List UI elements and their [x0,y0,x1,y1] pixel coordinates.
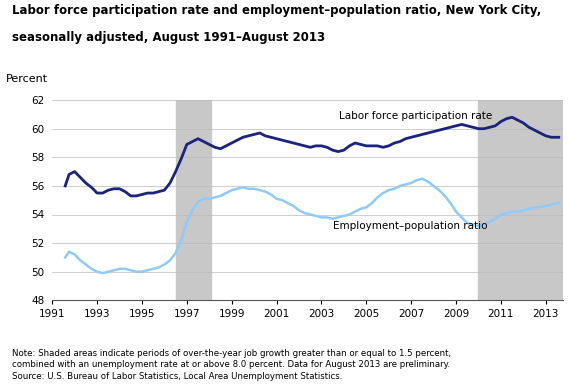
Text: Labor force participation rate and employment–population ratio, New York City,: Labor force participation rate and emplo… [12,4,541,17]
Text: Percent: Percent [6,74,48,84]
Text: seasonally adjusted, August 1991–August 2013: seasonally adjusted, August 1991–August … [12,31,325,44]
Text: Employment–population ratio: Employment–population ratio [333,221,487,231]
Bar [478,100,563,300]
Text: Note: Shaded areas indicate periods of over-the-year job growth greater than or : Note: Shaded areas indicate periods of o… [12,348,451,381]
Text: Labor force participation rate: Labor force participation rate [339,111,492,121]
Bar [176,100,212,300]
